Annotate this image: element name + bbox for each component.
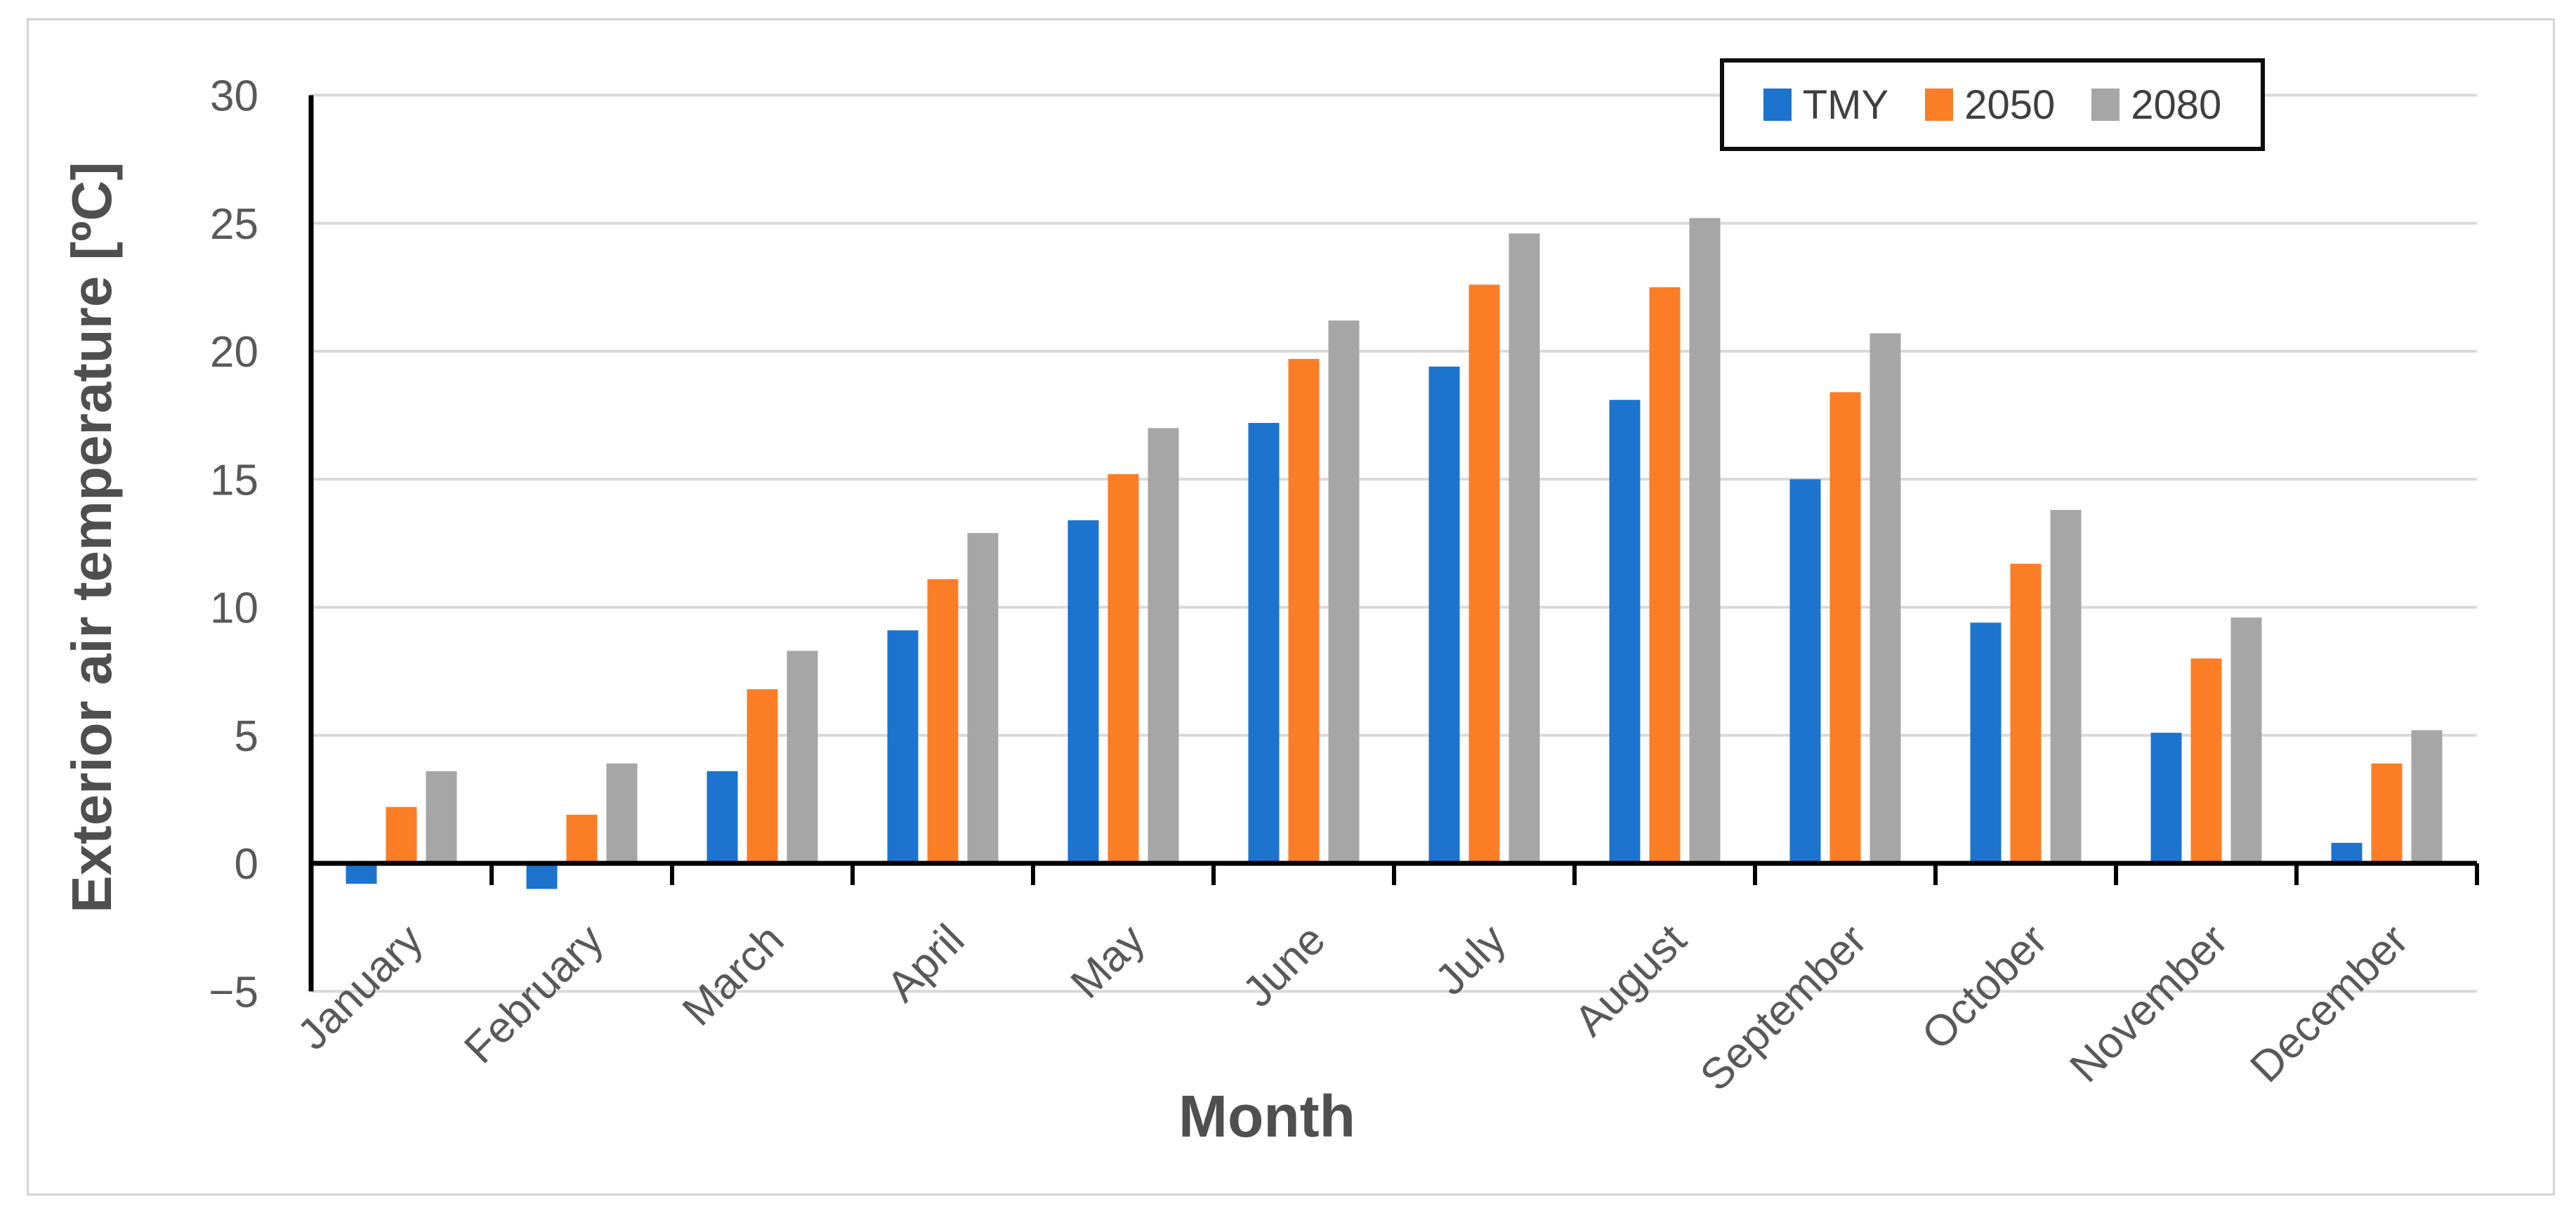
bar-2080-december [2411,730,2443,863]
legend: TMY 2050 2080 [1720,58,2265,151]
legend-label-tmy: TMY [1802,81,1889,128]
month-label-april: April [878,915,973,1011]
bar-2080-september [1869,333,1901,863]
bar-tmy-june [1248,423,1280,863]
bar-series [346,218,2443,889]
legend-item-tmy: TMY [1763,81,1888,129]
month-label-november: November [2061,915,2237,1092]
legend-swatch-2080 [2091,89,2120,121]
bar-2050-october [2010,563,2042,863]
bar-2050-july [1468,285,1500,864]
bar-2080-april [967,532,999,863]
bar-2080-october [2050,509,2082,863]
x-axis-title: Month [1178,1083,1355,1149]
bar-tmy-january [346,863,377,884]
x-axis-month-labels: January February March April May June July Augu… [289,915,2418,1100]
bar-tmy-november [2150,733,2182,863]
bar-2080-november [2230,617,2262,863]
bar-tmy-april [887,630,919,863]
y-tick-label-10: 10 [210,584,258,633]
bar-tmy-december [2331,842,2363,863]
month-label-october: October [1913,915,2057,1059]
month-label-june: June [1234,915,1335,1016]
y-axis-tick-labels: −5 0 5 10 15 20 25 30 [209,72,258,1017]
month-label-february: February [455,915,612,1073]
y-axis-title: Exterior air temperature [ºC] [60,162,123,913]
legend-label-2050: 2050 [1964,81,2056,128]
y-tick-label-30: 30 [210,72,258,121]
y-tick-label-15: 15 [210,456,258,504]
bar-tmy-may [1067,520,1099,863]
month-label-march: March [673,915,794,1035]
bar-2080-february [606,763,638,863]
bar-2050-january [386,806,417,863]
month-label-december: December [2241,915,2417,1092]
bar-2050-september [1829,392,1861,863]
y-tick-label-5: 5 [235,712,258,761]
y-tick-label-25: 25 [210,200,258,249]
bar-2080-march [787,650,818,863]
bar-2050-april [927,579,959,863]
legend-label-2080: 2080 [2131,81,2222,128]
y-tick-label--5: −5 [209,968,258,1016]
bar-2050-may [1108,473,1139,863]
bar-2080-january [426,771,457,863]
y-tick-label-0: 0 [235,840,258,889]
bar-tmy-february [526,863,558,889]
legend-item-2050: 2050 [1925,81,2055,129]
bar-tmy-july [1428,366,1460,863]
bar-tmy-august [1609,400,1641,863]
bar-2050-june [1288,358,1320,863]
month-label-may: May [1062,915,1155,1008]
bar-2080-july [1509,233,1540,864]
bar-2050-august [1649,287,1681,863]
axis-lines [308,95,2479,992]
bar-tmy-march [707,771,738,863]
legend-swatch-2050 [1925,89,1954,121]
gridlines [311,93,2477,993]
bar-2050-february [566,814,598,863]
bar-tmy-october [1970,622,2002,863]
month-label-august: August [1565,915,1695,1045]
bar-2050-november [2190,658,2222,863]
figure-border [27,18,2555,1196]
legend-swatch-tmy [1763,89,1792,121]
bar-tmy-september [1789,479,1821,863]
bar-2050-december [2371,763,2403,863]
month-label-september: September [1691,915,1876,1100]
bar-2050-march [747,689,778,863]
legend-item-2080: 2080 [2091,81,2221,129]
bar-2080-may [1148,428,1179,863]
bar-2080-august [1689,218,1721,864]
y-tick-label-20: 20 [210,328,258,377]
bar-2080-june [1328,320,1360,863]
